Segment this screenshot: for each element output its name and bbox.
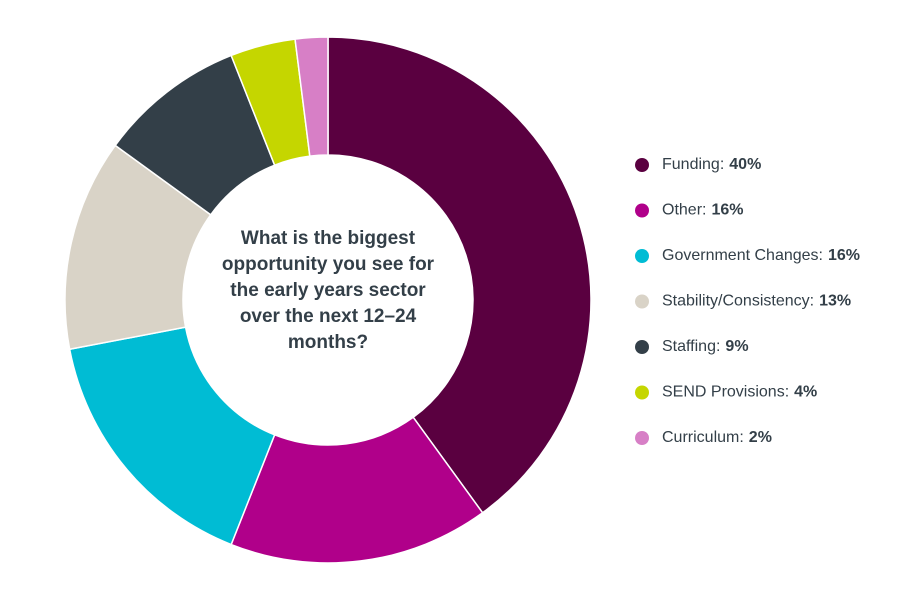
legend-marker: [635, 431, 649, 445]
legend-label: Staffing: 9%: [662, 338, 749, 355]
legend-marker: [635, 340, 649, 354]
legend-value: 4%: [794, 384, 817, 401]
legend-category: Funding:: [662, 156, 724, 173]
legend-category: Other:: [662, 202, 706, 219]
legend-label: SEND Provisions: 4%: [662, 384, 817, 401]
legend-category: Government Changes:: [662, 247, 823, 264]
chart-title: What is the biggest opportunity you see …: [221, 228, 435, 353]
donut-slice: [68, 326, 276, 546]
legend-marker: [635, 294, 649, 309]
legend-label: Funding: 40%: [662, 156, 761, 173]
legend-value: 9%: [725, 338, 748, 355]
legend-category: SEND Provisions:: [662, 384, 789, 401]
legend-label: Stability/Consistency: 13%: [662, 293, 851, 310]
legend-category: Staffing:: [662, 338, 720, 355]
legend-marker: [635, 385, 649, 400]
legend-marker: [635, 203, 649, 218]
legend-value: 16%: [711, 202, 743, 219]
donut-slice: [230, 416, 484, 564]
legend-marker: [635, 158, 649, 172]
legend-label: Other: 16%: [662, 202, 744, 219]
legend-marker: [635, 249, 649, 263]
donut-slice: [327, 36, 592, 514]
legend-value: 16%: [828, 247, 860, 264]
legend-category: Curriculum:: [662, 429, 744, 446]
legend-label: Curriculum: 2%: [662, 429, 772, 446]
legend-value: 13%: [819, 293, 851, 310]
legend-label: Government Changes: 16%: [662, 247, 860, 264]
legend-value: 2%: [749, 429, 772, 446]
legend-category: Stability/Consistency:: [662, 293, 814, 310]
donut-slice: [294, 36, 329, 157]
legend-value: 40%: [729, 156, 761, 173]
